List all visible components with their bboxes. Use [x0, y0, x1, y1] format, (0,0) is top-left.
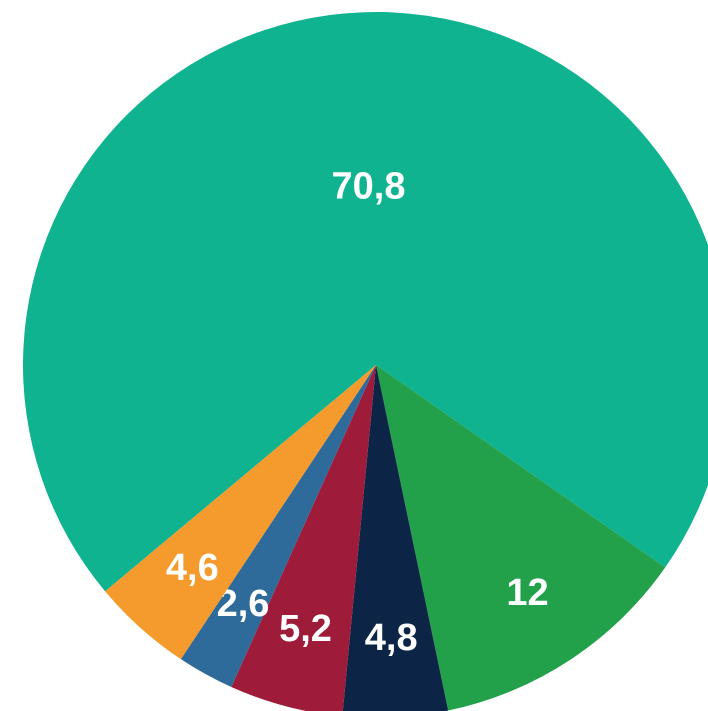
data-label: 4,6 — [166, 547, 219, 589]
pie-slice — [376, 365, 666, 711]
data-label: 12 — [506, 572, 548, 614]
pie-slice — [105, 365, 376, 660]
data-label: 70,8 — [332, 166, 406, 208]
pie-slice — [342, 365, 449, 711]
data-label: 5,2 — [279, 608, 332, 650]
pie-slice — [23, 12, 708, 592]
pie-slice — [180, 365, 376, 687]
data-label: 4,8 — [365, 617, 418, 659]
pie-slice — [231, 365, 376, 711]
